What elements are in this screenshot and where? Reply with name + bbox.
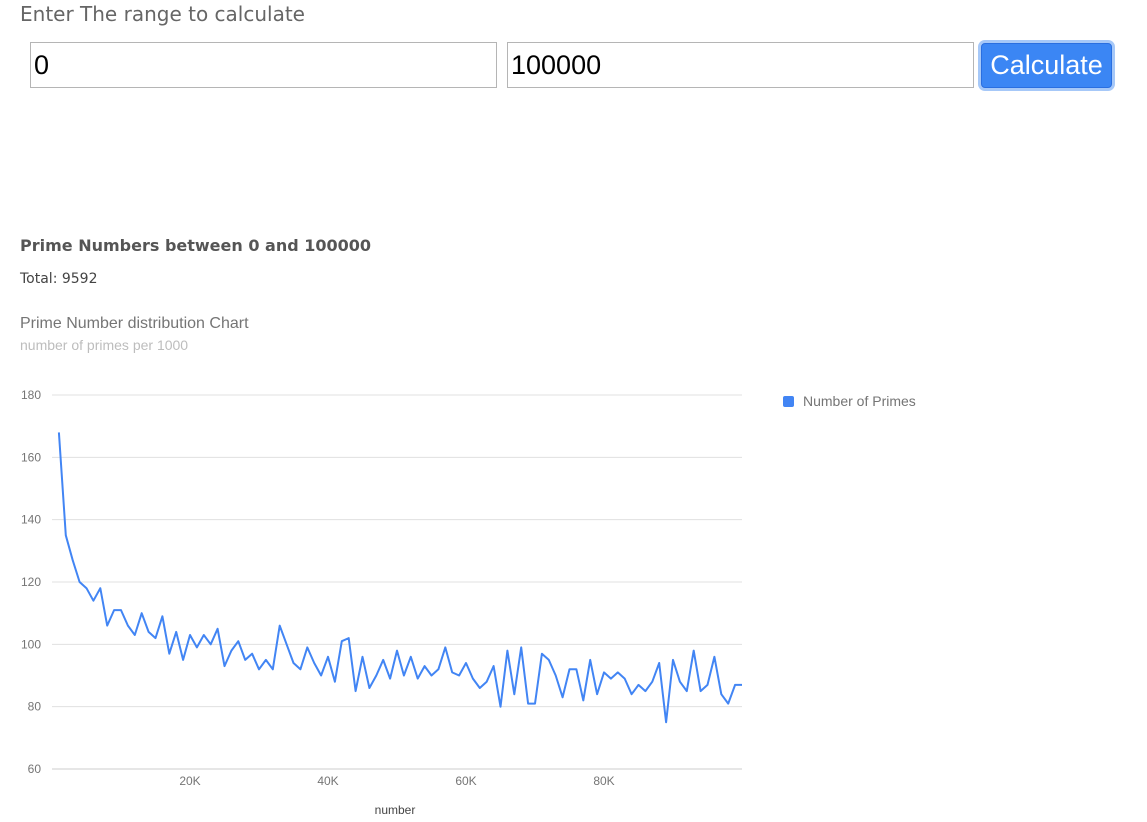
- series-line-number-of-primes: [57, 432, 742, 724]
- range-title: Enter The range to calculate: [20, 2, 305, 26]
- x-tick-label: 60K: [455, 774, 476, 788]
- legend-label: Number of Primes: [803, 393, 916, 409]
- legend-swatch: [783, 395, 794, 407]
- range-start-input[interactable]: [30, 42, 497, 88]
- y-tick-label: 60: [28, 762, 42, 776]
- x-tick-label: 80K: [593, 774, 614, 788]
- x-tick-label: 40K: [317, 774, 338, 788]
- y-tick-label: 100: [21, 637, 41, 651]
- y-tick-label: 180: [21, 388, 41, 402]
- y-tick-label: 80: [28, 700, 42, 714]
- range-end-input[interactable]: [507, 42, 974, 88]
- chart-subtitle: number of primes per 1000: [20, 337, 189, 353]
- total-count: Total: 9592: [20, 271, 98, 287]
- chart-title: Prime Number distribution Chart: [20, 315, 249, 332]
- x-axis-title: number: [375, 803, 416, 817]
- y-tick-label: 140: [21, 513, 41, 527]
- y-tick-label: 120: [21, 575, 41, 589]
- result-heading: Prime Numbers between 0 and 100000: [20, 236, 372, 255]
- x-tick-label: 20K: [179, 774, 200, 788]
- y-tick-label: 160: [21, 450, 41, 464]
- chart-legend[interactable]: Number of Primes: [783, 393, 916, 409]
- prime-distribution-chart: 60 80 100 120 140 160 180 20K 40K 60K 80K number: [21, 388, 742, 817]
- calculate-button[interactable]: Calculate: [981, 43, 1112, 88]
